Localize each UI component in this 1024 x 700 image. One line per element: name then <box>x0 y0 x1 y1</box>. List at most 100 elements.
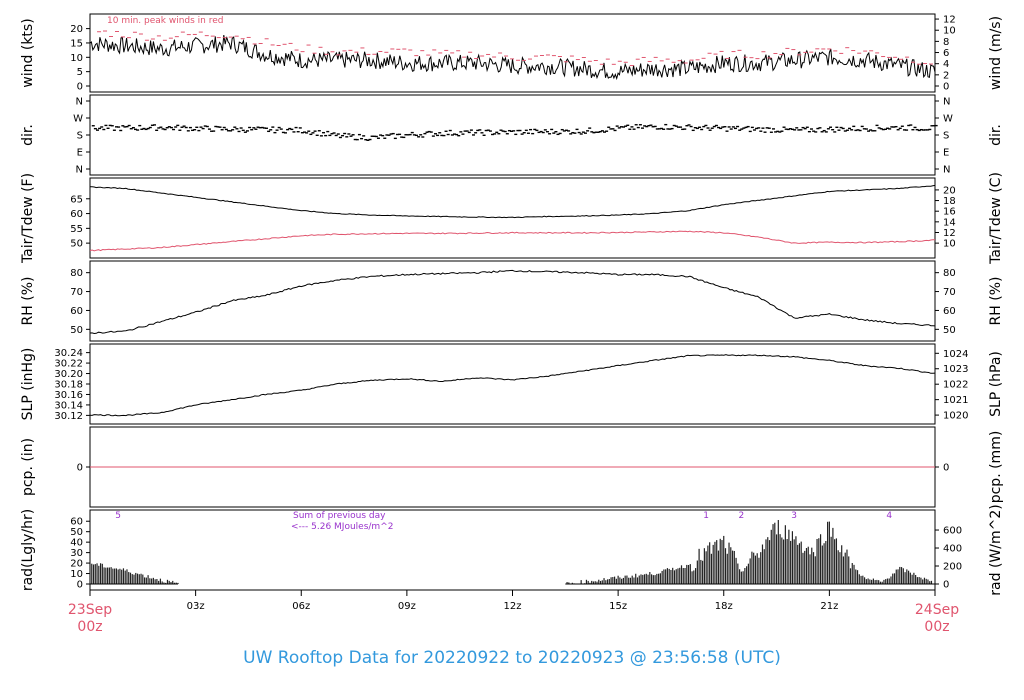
wind-left-title: wind (kts) <box>20 18 36 87</box>
wind-right-tick-label: 8 <box>943 37 949 48</box>
x-start-hour: 00z <box>77 619 102 635</box>
temp-right-tick-label: 20 <box>943 185 956 196</box>
x-tick-label: 03z <box>187 601 205 612</box>
slp-right-tick-label: 1022 <box>943 380 968 391</box>
slp-right-tick-label: 1021 <box>943 395 968 406</box>
dir-left-tick-label: W <box>73 114 83 125</box>
temp-left-tick-label: 50 <box>70 239 83 250</box>
rh-panel <box>89 260 936 342</box>
rh-left-tick-label: 50 <box>70 325 83 336</box>
slp-right-tick-label: 1024 <box>943 349 968 360</box>
radiation-marker: 3 <box>791 511 797 521</box>
rad-left-tick-label: 20 <box>70 559 83 570</box>
rad-right-title: rad (W/m^2) <box>988 504 1004 595</box>
dir-right-tick-label: W <box>943 114 953 125</box>
rh-left-title: RH (%) <box>20 277 36 326</box>
radiation-marker: 2 <box>738 511 744 521</box>
rad-right-tick-label: 600 <box>943 526 962 537</box>
wind-note: 10 min. peak winds in red <box>107 16 224 26</box>
wind-right-tick-label: 12 <box>943 15 956 26</box>
pcp-right-title: pcp. (mm) <box>988 431 1004 504</box>
rad-note-line2: <--- 5.26 MJoules/m^2 <box>291 522 393 532</box>
slp-left-title: SLP (inHg) <box>20 348 36 421</box>
wind-right-tick-label: 4 <box>943 59 949 70</box>
wind-right-tick-label: 0 <box>943 82 949 93</box>
wind-right-tick-label: 2 <box>943 70 949 81</box>
wind-left-tick-label: 10 <box>70 53 83 64</box>
rh-left-tick-label: 60 <box>70 306 83 317</box>
wind-speed-series <box>89 35 936 81</box>
rad-right-tick-label: 400 <box>943 544 962 555</box>
dir-right-title: dir. <box>988 124 1004 146</box>
radiation-marker: 4 <box>886 511 892 521</box>
rad-left-tick-label: 40 <box>70 538 83 549</box>
radiation-marker: 1 <box>703 511 709 521</box>
relative-humidity-series <box>89 269 936 335</box>
rh-left-tick-label: 70 <box>70 287 83 298</box>
dir-left-title: dir. <box>20 124 36 146</box>
chart-title: UW Rooftop Data for 20220922 to 20220923… <box>243 648 781 668</box>
dir-left-tick-label: N <box>76 165 83 176</box>
slp-right-tick-label: 1020 <box>943 411 968 422</box>
radiation-marker: 5 <box>115 511 121 521</box>
temp-right-tick-label: 18 <box>943 196 956 207</box>
x-tick-label: 15z <box>609 601 627 612</box>
slp-left-tick-label: 30.14 <box>54 400 83 411</box>
temp-left-tick-label: 55 <box>70 224 83 235</box>
temp-right-tick-label: 10 <box>943 239 956 250</box>
temp-right-tick-label: 16 <box>943 207 956 218</box>
temp-left-tick-label: 60 <box>70 209 83 220</box>
pcp-left-tick-label: 0 <box>77 463 83 474</box>
dir-right-tick-label: E <box>943 148 949 159</box>
x-start-date: 23Sep <box>68 602 112 618</box>
x-end-date: 24Sep <box>915 602 959 618</box>
dir-left-tick-label: S <box>77 131 83 142</box>
temp-left-title: Tair/Tdew (F) <box>20 173 36 264</box>
rh-right-title: RH (%) <box>988 277 1004 326</box>
rad-right-tick-label: 200 <box>943 562 962 573</box>
wind-right-title: wind (m/s) <box>988 16 1004 90</box>
pcp-left-title: pcp. (in) <box>20 438 36 496</box>
wind-left-tick-label: 20 <box>70 24 83 35</box>
rh-left-tick-label: 80 <box>70 268 83 279</box>
dir-right-tick-label: N <box>943 97 950 108</box>
rad-left-tick-label: 0 <box>77 580 83 591</box>
rad-left-tick-label: 10 <box>70 569 83 580</box>
pcp-right-tick-label: 0 <box>943 463 949 474</box>
slp-left-tick-label: 30.24 <box>54 348 83 359</box>
rad-right-tick-label: 0 <box>943 580 949 591</box>
slp-right-title: SLP (hPa) <box>988 351 1004 417</box>
temp-right-tick-label: 12 <box>943 228 956 239</box>
temp-right-tick-label: 14 <box>943 217 956 228</box>
slp-right-tick-label: 1023 <box>943 364 968 375</box>
x-end-hour: 00z <box>924 619 949 635</box>
temp-left-tick-label: 65 <box>70 194 83 205</box>
rad-left-tick-label: 60 <box>70 517 83 528</box>
rad-left-tick-label: 30 <box>70 548 83 559</box>
slp-left-tick-label: 30.16 <box>54 390 83 401</box>
dir-right-tick-label: N <box>943 165 950 176</box>
wind-left-tick-label: 15 <box>70 38 83 49</box>
dir-left-tick-label: N <box>76 97 83 108</box>
rad-left-title: rad(Lgly/hr) <box>20 509 36 591</box>
slp-left-tick-label: 30.12 <box>54 411 83 422</box>
rad-left-tick-label: 50 <box>70 527 83 538</box>
direction-panel <box>89 94 936 176</box>
x-tick-label: 09z <box>398 601 416 612</box>
slp-left-tick-label: 30.18 <box>54 380 83 391</box>
x-tick-label: 18z <box>715 601 733 612</box>
rh-right-tick-label: 70 <box>943 287 956 298</box>
rh-right-tick-label: 50 <box>943 325 956 336</box>
temperature-panel <box>89 177 936 259</box>
dir-left-tick-label: E <box>77 148 83 159</box>
air-temperature-series <box>89 184 936 219</box>
wind-right-tick-label: 6 <box>943 48 949 59</box>
slp-left-tick-label: 30.20 <box>54 369 83 380</box>
x-tick-label: 06z <box>292 601 310 612</box>
sea-level-pressure-series <box>89 354 936 417</box>
rh-right-tick-label: 80 <box>943 268 956 279</box>
rad-note-line1: Sum of previous day <box>293 511 386 521</box>
slp-left-tick-label: 30.22 <box>54 359 83 370</box>
wind-left-tick-label: 0 <box>77 82 83 93</box>
